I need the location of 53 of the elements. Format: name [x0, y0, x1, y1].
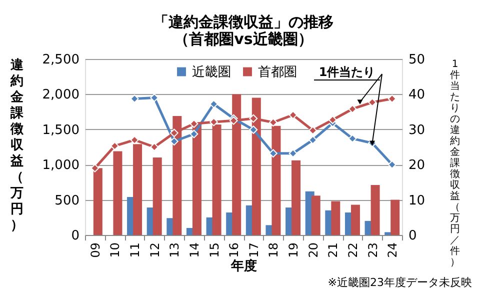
text: 違約金課徴収益（万円）	[10, 58, 24, 233]
point	[328, 116, 337, 124]
y-tick-label: 500	[54, 193, 80, 208]
point	[190, 120, 198, 128]
y2-tick-label: 40	[408, 88, 426, 103]
y-tick-label: 0	[71, 228, 80, 244]
x-tick-label: 14	[187, 242, 202, 258]
y2-tick-label: 20	[408, 158, 426, 174]
x-tick-label: 13	[168, 242, 182, 258]
y2-tick-label: 30	[408, 122, 426, 138]
y-tick-label: 1,500	[42, 122, 80, 138]
legend-label: 近畿圏	[192, 64, 231, 80]
x-tick-label: 16	[227, 242, 242, 258]
point	[249, 114, 258, 123]
point	[388, 94, 396, 103]
bar	[390, 200, 400, 235]
point	[269, 118, 278, 127]
x-tick-label: 21	[326, 242, 340, 258]
x-tick-label: 20	[306, 242, 320, 258]
point	[269, 149, 278, 158]
y2-tick-label: 10	[408, 193, 426, 208]
x-tick-label: 15	[207, 242, 222, 258]
y2-tick-label: 0	[408, 228, 417, 244]
x-tick-label: 09	[88, 242, 102, 258]
x-tick-label: 24	[386, 242, 400, 258]
bar	[311, 196, 320, 235]
x-tick-label: 10	[108, 242, 122, 258]
point	[190, 130, 198, 138]
bar	[331, 201, 340, 235]
bar	[292, 160, 301, 235]
point	[249, 126, 258, 134]
chart-subtitle: （首都圏vs近畿圏）	[174, 30, 313, 48]
x-tick-label: 19	[286, 242, 301, 258]
x-tick-label: 11	[128, 242, 142, 258]
annotation: 1件当たり	[318, 65, 376, 79]
y-tick-label: 2,500	[42, 52, 80, 68]
x-tick-label: 23	[366, 242, 380, 258]
y-tick-label: 1,000	[42, 158, 80, 174]
point	[170, 128, 178, 138]
bar	[350, 204, 360, 235]
text: ※近畿圏23年度データ未反映	[328, 276, 472, 289]
chart-title: 「違約金課徴収益」の推移	[154, 13, 334, 31]
bar	[370, 185, 380, 235]
x-tick-label: 12	[148, 242, 162, 258]
y-tick-label: 2,000	[42, 88, 80, 103]
x-tick-label: 17	[246, 242, 261, 258]
legend-label: 首都圏	[258, 64, 297, 80]
bar	[152, 158, 162, 235]
x-tick-label: 18	[266, 242, 281, 258]
x-axis-title: 年度	[230, 258, 257, 274]
y2-tick-label: 50	[408, 52, 426, 68]
x-tick-label: 22	[346, 242, 360, 258]
text: 1件当たりの違約金課徴収益（万円／件）	[450, 59, 460, 268]
